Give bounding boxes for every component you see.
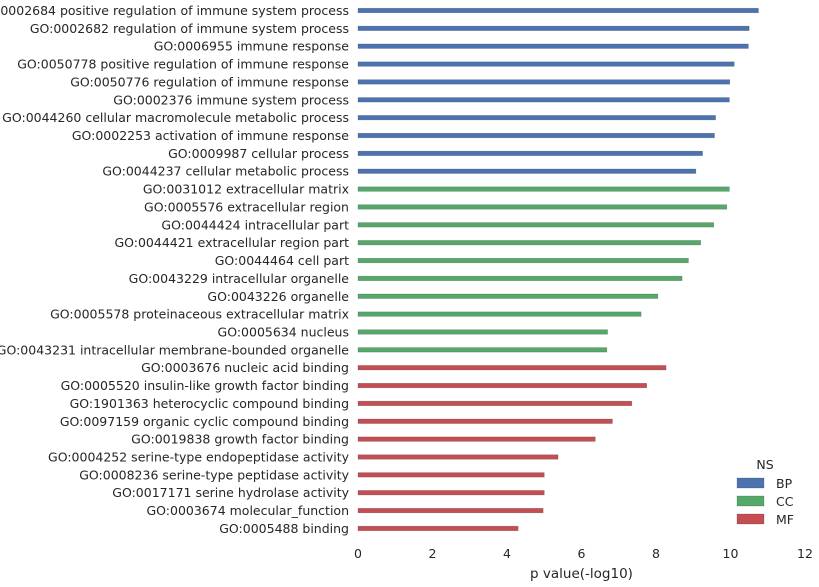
category-label: GO:0002682 regulation of immune system p… xyxy=(30,21,349,36)
legend-label-bp: BP xyxy=(776,476,793,491)
category-labels: GO:0002684 positive regulation of immune… xyxy=(0,3,350,536)
bar-bp xyxy=(357,7,759,14)
category-label: GO:0005576 extracellular region xyxy=(144,199,349,214)
bar-bp xyxy=(357,150,703,156)
legend-swatch-mf xyxy=(736,513,765,525)
category-label: GO:0043226 organelle xyxy=(207,289,349,304)
category-label: GO:0002253 activation of immune response xyxy=(72,128,349,143)
x-tick-label: 10 xyxy=(723,546,739,561)
bar-cc xyxy=(357,311,642,317)
bar-mf xyxy=(357,418,613,424)
bar-cc xyxy=(357,240,702,246)
x-tick-label: 4 xyxy=(503,546,511,561)
category-label: GO:0005634 nucleus xyxy=(218,324,349,339)
bar-mf xyxy=(357,436,596,442)
category-label: GO:0050778 positive regulation of immune… xyxy=(17,57,349,72)
category-label: GO:0006955 immune response xyxy=(154,39,350,54)
category-label: GO:0044237 cellular metabolic process xyxy=(102,164,349,179)
category-label: GO:0005488 binding xyxy=(219,521,349,536)
bar-cc xyxy=(357,186,730,192)
bars-layer xyxy=(357,7,759,531)
category-label: GO:0019838 growth factor binding xyxy=(131,432,349,447)
bar-mf xyxy=(357,472,545,478)
x-tick-label: 0 xyxy=(354,546,362,561)
category-label: GO:0017171 serine hydrolase activity xyxy=(112,485,349,500)
bar-bp xyxy=(357,25,750,31)
x-tick-label: 8 xyxy=(652,546,660,561)
category-label: GO:0004252 serine-type endopeptidase act… xyxy=(48,450,350,465)
bar-bp xyxy=(357,79,731,85)
x-axis-title: p value(-log10) xyxy=(530,566,633,582)
bar-cc xyxy=(357,275,683,281)
category-label: GO:0044260 cellular macromolecule metabo… xyxy=(2,110,349,125)
bar-mf xyxy=(357,365,667,371)
category-label: GO:0008236 serine-type peptidase activit… xyxy=(79,467,349,482)
bar-cc xyxy=(357,222,715,228)
category-label: GO:0005520 insulin-like growth factor bi… xyxy=(61,378,349,393)
legend-label-mf: MF xyxy=(776,512,794,527)
bar-cc xyxy=(357,347,608,353)
legend-swatch-bp xyxy=(736,477,765,489)
bar-cc xyxy=(357,257,689,264)
legend-items: BP CC MF xyxy=(736,476,794,527)
bar-bp xyxy=(357,132,715,139)
bar-cc xyxy=(357,329,608,335)
bar-cc xyxy=(357,293,659,299)
category-label: GO:0003674 molecular_function xyxy=(146,503,349,518)
legend-swatch-cc xyxy=(736,495,765,507)
x-tick-label: 2 xyxy=(429,546,437,561)
bar-cc xyxy=(357,204,728,210)
category-label: GO:0044464 cell part xyxy=(215,253,349,268)
category-label: GO:0044424 intracellular part xyxy=(161,217,349,232)
bar-mf xyxy=(357,525,519,531)
category-label: GO:0005578 proteinaceous extracellular m… xyxy=(50,307,349,322)
category-label: GO:0097159 organic cyclic compound bindi… xyxy=(60,414,349,429)
x-tick-label: 12 xyxy=(797,546,813,561)
category-label: GO:0044421 extracellular region part xyxy=(114,235,349,250)
legend: NS BP CC MF xyxy=(736,457,794,527)
x-tick-label: 6 xyxy=(578,546,586,561)
bar-mf xyxy=(357,454,559,460)
category-label: GO:1901363 heterocyclic compound binding xyxy=(70,396,349,411)
bar-bp xyxy=(357,43,749,49)
category-label: GO:0031012 extracellular matrix xyxy=(143,182,349,197)
category-label: GO:0002684 positive regulation of immune… xyxy=(0,3,349,18)
bar-mf xyxy=(357,383,647,389)
bar-bp xyxy=(357,168,697,174)
category-label: GO:0043229 intracellular organelle xyxy=(129,271,350,286)
x-tick-labels: 0 2 4 6 8 10 12 xyxy=(354,546,813,561)
category-label: GO:0050776 regulation of immune response xyxy=(70,74,349,89)
legend-label-cc: CC xyxy=(776,494,794,509)
category-label: GO:0002376 immune system process xyxy=(113,92,349,107)
category-label: GO:0003676 nucleic acid binding xyxy=(141,360,349,375)
legend-title: NS xyxy=(756,457,773,472)
bar-mf xyxy=(357,400,633,406)
bar-mf xyxy=(357,490,545,496)
bar-mf xyxy=(357,508,544,514)
bar-bp xyxy=(357,61,735,67)
bar-bp xyxy=(357,115,716,121)
category-label: GO:0043231 intracellular membrane-bounde… xyxy=(0,342,349,357)
bar-bp xyxy=(357,97,730,103)
category-label: GO:0009987 cellular process xyxy=(168,146,349,161)
